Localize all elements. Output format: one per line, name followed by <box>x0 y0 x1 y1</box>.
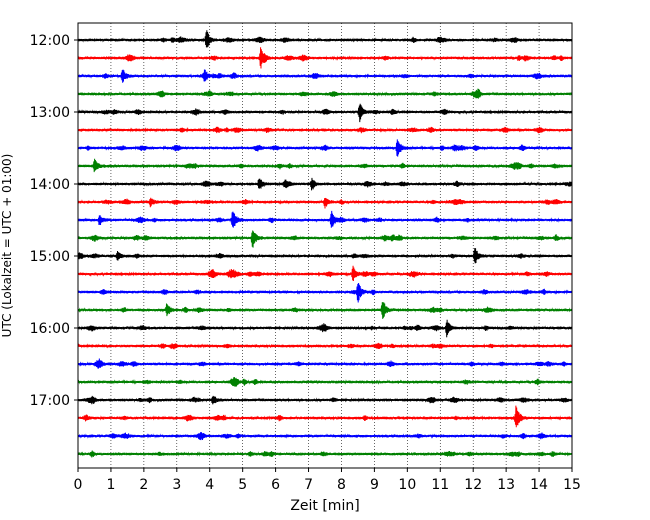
trace-row-0 <box>77 30 573 48</box>
x-tick-label: 3 <box>172 477 181 493</box>
plot-frame <box>77 22 573 469</box>
y-axis-ticks: 12:00 13:00 14:00 15:00 16:00 17:00 <box>30 33 78 409</box>
trace-row-21 <box>77 405 573 428</box>
x-tick-label: 1 <box>106 477 115 493</box>
y-tick-label: 12:00 <box>30 33 70 49</box>
y-tick-label: 16:00 <box>30 321 70 337</box>
trace-row-14 <box>77 283 573 303</box>
x-tick-label: 15 <box>563 477 581 493</box>
x-tick-label: 7 <box>304 477 313 493</box>
trace-rows <box>77 30 573 458</box>
y-tick-label: 15:00 <box>30 249 70 265</box>
trace-row-7 <box>77 158 573 173</box>
y-tick-label: 14:00 <box>30 177 70 193</box>
trace-row-13 <box>77 265 573 281</box>
x-tick-label: 11 <box>431 477 449 493</box>
x-tick-label: 9 <box>370 477 379 493</box>
x-tick-label: 2 <box>139 477 148 493</box>
trace-row-6 <box>77 139 573 157</box>
x-tick-label: 10 <box>398 477 416 493</box>
x-tick-label: 6 <box>271 477 280 493</box>
trace-row-23 <box>77 450 573 458</box>
x-tick-label: 0 <box>74 477 83 493</box>
trace-row-18 <box>77 358 573 369</box>
x-axis-ticks: 0 1 2 3 4 5 6 7 8 9 10 11 12 13 14 15 <box>74 468 581 493</box>
trace-row-3 <box>77 88 573 99</box>
x-tick-label: 13 <box>497 477 515 493</box>
x-tick-label: 4 <box>205 477 214 493</box>
trace-row-9 <box>77 197 573 209</box>
trace-row-11 <box>77 230 573 248</box>
x-tick-label: 14 <box>530 477 548 493</box>
trace-row-19 <box>77 377 573 387</box>
trace-row-8 <box>77 177 573 191</box>
x-axis-label: Zeit [min] <box>290 498 359 514</box>
x-tick-label: 12 <box>464 477 482 493</box>
y-tick-label: 13:00 <box>30 105 70 121</box>
trace-row-15 <box>77 302 573 319</box>
y-axis-label: UTC (Lokalzeit = UTC + 01:00) <box>0 154 14 338</box>
x-tick-label: 5 <box>238 477 247 493</box>
trace-row-22 <box>77 431 573 441</box>
trace-row-10 <box>77 210 573 228</box>
trace-row-12 <box>77 247 573 264</box>
trace-row-2 <box>77 69 573 83</box>
trace-row-1 <box>77 47 573 69</box>
x-gridlines <box>110 23 540 468</box>
x-tick-label: 8 <box>337 477 346 493</box>
trace-row-16 <box>77 319 573 338</box>
trace-row-17 <box>77 342 573 350</box>
trace-row-4 <box>77 103 573 123</box>
trace-row-5 <box>77 126 573 134</box>
y-tick-label: 17:00 <box>30 393 70 409</box>
trace-row-20 <box>77 395 573 405</box>
